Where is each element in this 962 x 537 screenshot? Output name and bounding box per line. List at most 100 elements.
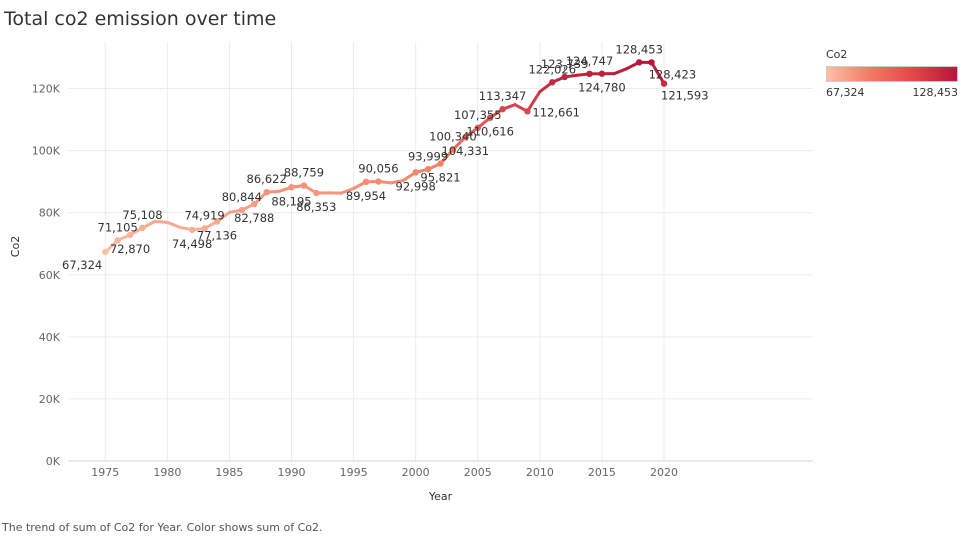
data-label: 92,998 [396,179,436,193]
y-tick-label: 100K [32,145,61,158]
x-tick-label: 2005 [464,466,492,479]
y-axis-label: Co2 [9,236,22,257]
y-tick-label: 20K [39,393,61,406]
data-label: 74,919 [184,208,224,222]
legend-min-label: 67,324 [826,86,865,99]
data-label: 72,870 [110,242,150,256]
data-point [437,160,444,167]
gridlines [68,42,813,462]
data-point [549,79,556,86]
x-tick-label: 2015 [588,466,616,479]
y-tick-label: 120K [32,83,61,96]
data-point [238,206,246,214]
data-point [263,188,270,196]
data-label: 89,954 [346,189,386,203]
data-label: 80,844 [222,190,262,204]
line-segment [153,219,169,224]
data-label: 90,056 [358,161,398,175]
data-point [586,70,593,78]
x-tick-label: 2020 [650,466,678,479]
x-tick-label: 1995 [340,466,368,479]
line-segment [650,60,666,86]
data-point [114,237,121,244]
data-point [375,178,382,185]
x-tick-label: 1985 [215,466,243,479]
data-point [648,59,655,66]
data-label: 71,105 [98,220,138,234]
data-labels: 67,324 71,105 72,870 75,108 74,498 74,919 77,1… [62,42,709,272]
line-segment [525,90,542,113]
data-point [126,231,134,239]
data-point [598,70,606,77]
data-label: 77,136 [197,229,237,243]
series-markers [102,59,668,256]
data-label: 100,340 [429,130,477,144]
data-label: 67,324 [62,258,102,272]
data-point [524,108,531,115]
x-axis-label: Year [428,490,453,503]
data-label: 104,331 [442,144,490,158]
line-segment [612,67,629,76]
line-segment [339,186,356,195]
data-label: 88,759 [284,166,324,180]
data-label: 122,026 [528,62,576,76]
data-label: 121,593 [661,89,709,103]
data-point [474,124,481,132]
data-label: 124,747 [566,54,614,68]
chart-caption: The trend of sum of Co2 for Year. Color … [2,521,323,534]
data-point [139,224,146,232]
data-point [251,200,258,208]
data-label: 86,622 [247,172,287,186]
data-label: 128,453 [615,42,663,56]
data-label: 74,498 [172,237,212,251]
data-label: 107,355 [454,108,502,122]
data-point [561,73,568,81]
data-point [660,80,668,87]
data-point [635,59,643,66]
y-axis-ticks: 0K 20K 40K 60K 80K 100K 120K [32,83,61,468]
data-point [486,114,494,121]
x-tick-label: 2010 [526,466,554,479]
data-label: 123,739 [541,57,589,71]
y-tick-label: 40K [39,331,61,344]
x-axis-ticks: 1975 1980 1985 1990 1995 2000 2005 2010 2015 2020 [91,466,678,479]
data-label: 112,661 [532,105,580,119]
data-label: 93,999 [408,149,448,163]
data-label: 128,423 [649,67,697,81]
data-point [362,178,370,186]
y-tick-label: 80K [39,207,61,220]
legend-gradient [826,66,958,82]
line-segment [389,178,405,185]
data-label: 95,821 [420,171,460,185]
data-label: 88,195 [271,194,311,208]
data-point [412,169,419,176]
data-point [213,218,221,225]
legend-max-label: 128,453 [912,86,959,99]
chart-title: Total co2 emission over time [4,8,277,30]
x-tick-label: 2000 [402,466,430,479]
data-point [300,182,308,189]
data-label: 113,347 [479,89,527,103]
x-tick-label: 1980 [153,466,181,479]
data-point [313,189,320,197]
legend-title: Co2 [826,48,848,61]
data-label: 86,353 [296,200,336,214]
x-tick-label: 1990 [278,466,306,479]
data-point [499,106,506,113]
data-point [102,248,109,256]
line-segment [165,220,182,229]
data-point [449,146,457,153]
data-label: 110,616 [466,125,514,139]
data-point [462,133,469,141]
data-label: 124,780 [578,81,626,95]
data-label: 82,788 [234,211,274,225]
data-point [288,184,295,191]
data-point [424,166,432,173]
data-label: 75,108 [122,208,162,222]
x-tick-label: 1975 [91,466,119,479]
data-point [201,225,208,232]
color-legend: Co2 67,324 128,453 [826,48,958,99]
data-point [188,226,196,233]
y-tick-label: 60K [39,269,61,282]
y-tick-label: 0K [46,455,61,468]
